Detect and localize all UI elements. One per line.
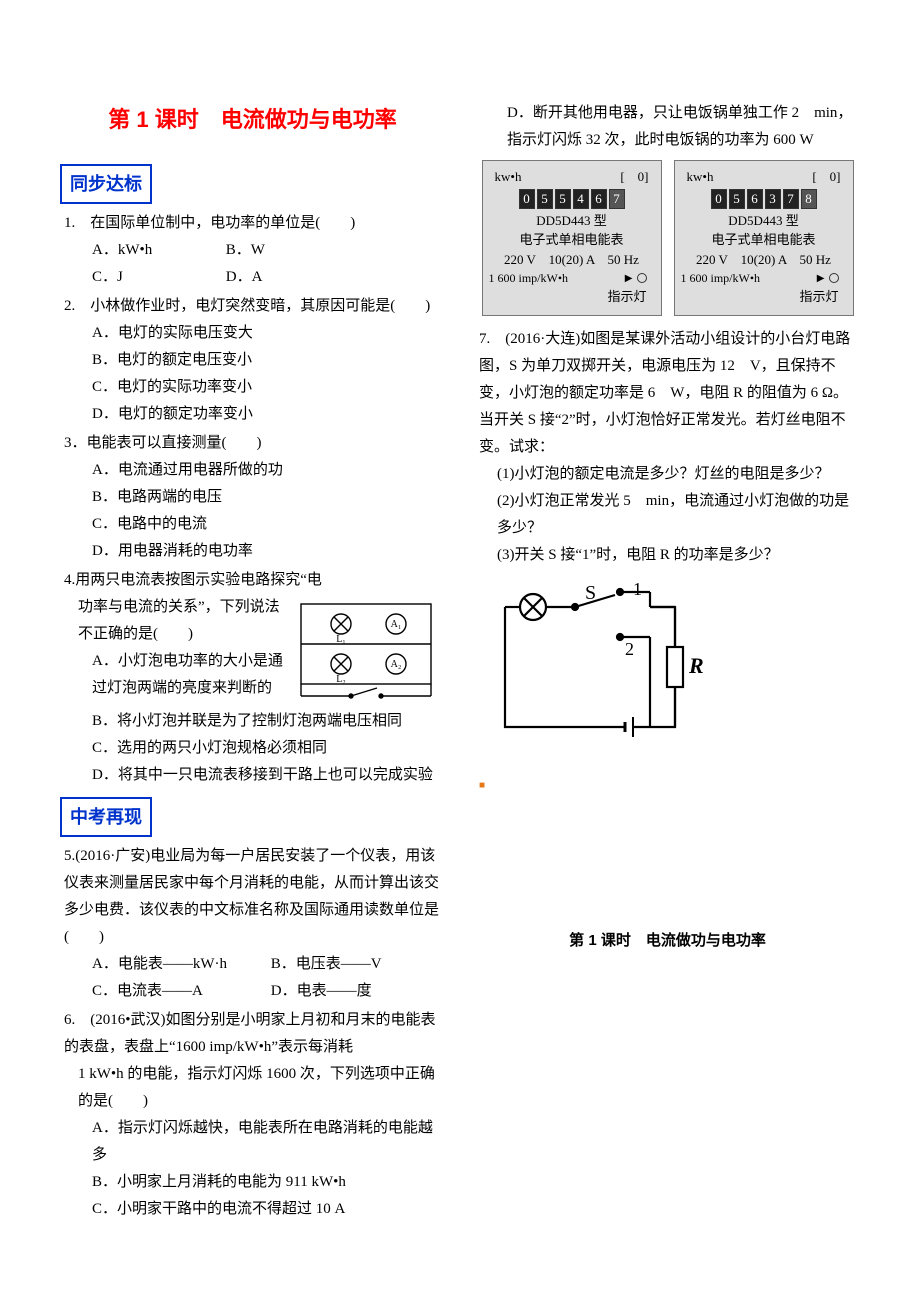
meter1-unit: kw•h (495, 167, 522, 187)
svg-text:A₁: A₁ (391, 619, 402, 630)
digit: 6 (747, 189, 763, 209)
svg-text:A₂: A₂ (391, 659, 402, 670)
answer-title: 第 1 课时 电流做功与电功率 (475, 927, 860, 954)
meter2-imp: 1 600 imp/kW•h (681, 269, 813, 287)
q1-optA: A．kW•h (92, 237, 222, 264)
digit: 4 (573, 189, 589, 209)
q4-optC: C．选用的两只小灯泡规格必须相同 (92, 735, 445, 762)
meter1-desc: 电子式单相电能表 (489, 230, 655, 250)
section-zk-label: 中考再现 (60, 797, 152, 837)
meter-2: kw•h[ 0] 0 5 6 3 7 8 DD5D443 型 电子式单相电能表 … (674, 160, 854, 316)
digit: 5 (555, 189, 571, 209)
meter1-spec: 220 V 10(20) A 50 Hz (489, 250, 655, 270)
q5-row2: C．电流表——A D．电表——度 (92, 978, 445, 1005)
meter1-led: 指示灯 (489, 287, 655, 307)
digit: 6 (591, 189, 607, 209)
digit: 5 (729, 189, 745, 209)
q5-row1: A．电能表——kW·h B．电压表——V (92, 951, 445, 978)
meter2-spec: 220 V 10(20) A 50 Hz (681, 250, 847, 270)
q1-row2: C．J D．A (92, 264, 445, 291)
digit: 7 (783, 189, 799, 209)
digit: 0 (519, 189, 535, 209)
q7-p1: (1)小灯泡的额定电流是多少？灯丝的电阻是多少？ (497, 461, 860, 488)
led-icon (637, 273, 647, 283)
meter-1: kw•h[ 0] 0 5 5 4 6 7 DD5D443 型 电子式单相电能表 … (482, 160, 662, 316)
q7: 7. (2016·大连)如图是某课外活动小组设计的小台灯电路图，S 为单刀双掷开… (479, 326, 860, 569)
q3-optA: A．电流通过用电器所做的功 (92, 457, 445, 484)
circuit-parallel-icon: L₁ A₁ L₂ A₂ (291, 596, 441, 706)
svg-text:L₁: L₁ (336, 634, 346, 645)
digit: 5 (537, 189, 553, 209)
q7-circuit-figure: S 1 2 R (475, 577, 860, 747)
label-S: S (585, 582, 596, 604)
q6-optA: A．指示灯闪烁越快，电能表所在电路消耗的电能越多 (92, 1115, 445, 1169)
meter2-unit: kw•h (687, 167, 714, 187)
q4-circuit-figure: L₁ A₁ L₂ A₂ (291, 596, 441, 706)
q2-optA: A．电灯的实际电压变大 (92, 320, 445, 347)
q4-stem1: 4.用两只电流表按图示实验电路探究“电 (64, 567, 445, 594)
label-2: 2 (625, 639, 634, 659)
q6-optD: D．断开其他用电器，只让电饭锅单独工作 2 min，指示灯闪烁 32 次，此时电… (507, 100, 860, 154)
arrow-icon: ▶ (817, 271, 825, 286)
svg-text:L₂: L₂ (336, 674, 346, 685)
q5-optB: B．电压表——V (271, 956, 382, 972)
meter-row: kw•h[ 0] 0 5 5 4 6 7 DD5D443 型 电子式单相电能表 … (475, 160, 860, 316)
q5-stem: 5.(2016·广安)电业局为每一户居民安装了一个仪表，用该仪表来测量居民家中每… (64, 843, 445, 951)
label-1: 1 (633, 579, 642, 599)
q3-optC: C．电路中的电流 (92, 511, 445, 538)
q1-optC: C．J (92, 264, 222, 291)
page-root: 第 1 课时 电流做功与电功率 同步达标 1. 在国际单位制中，电功率的单位是(… (0, 0, 920, 1302)
q4-stemwrap: L₁ A₁ L₂ A₂ 功率与电流的关系”，下列说法不正确的是( ) A．小灯泡… (64, 594, 445, 708)
meter2-led: 指示灯 (681, 287, 847, 307)
q4: 4.用两只电流表按图示实验电路探究“电 (64, 567, 445, 789)
q3-stem: 3．电能表可以直接测量( ) (64, 430, 445, 457)
q3-optD: D．用电器消耗的电功率 (92, 538, 445, 565)
meter2-digits: 0 5 6 3 7 8 (681, 189, 847, 209)
q5-optD: D．电表——度 (271, 983, 372, 999)
q2-optC: C．电灯的实际功率变小 (92, 374, 445, 401)
q2: 2. 小林做作业时，电灯突然变暗，其原因可能是( ) A．电灯的实际电压变大 B… (64, 293, 445, 428)
arrow-icon: ▶ (625, 271, 633, 286)
spacer (475, 795, 860, 915)
q2-optB: B．电灯的额定电压变小 (92, 347, 445, 374)
digit: 0 (711, 189, 727, 209)
circuit-spdt-icon: S 1 2 R (475, 577, 705, 747)
q3-optB: B．电路两端的电压 (92, 484, 445, 511)
q5: 5.(2016·广安)电业局为每一户居民安装了一个仪表，用该仪表来测量居民家中每… (64, 843, 445, 1005)
q6-optC: C．小明家干路中的电流不得超过 10 A (92, 1196, 445, 1223)
meter2-model: DD5D443 型 (681, 211, 847, 231)
q1-optD: D．A (226, 269, 263, 285)
digit: 3 (765, 189, 781, 209)
q7-p3: (3)开关 S 接“1”时，电阻 R 的功率是多少？ (497, 542, 860, 569)
meter1-imp: 1 600 imp/kW•h (489, 269, 621, 287)
dot-icon: ■ (479, 777, 860, 795)
q7-p2: (2)小灯泡正常发光 5 min，电流通过小灯泡做的功是多少？ (497, 488, 860, 542)
q1-stem: 1. 在国际单位制中，电功率的单位是( ) (64, 210, 445, 237)
label-R: R (688, 653, 704, 678)
section-sync-label: 同步达标 (60, 164, 152, 204)
q4-optB: B．将小灯泡并联是为了控制灯泡两端电压相同 (92, 708, 445, 735)
q6-optB: B．小明家上月消耗的电能为 911 kW•h (92, 1169, 445, 1196)
q5-optC: C．电流表——A (92, 978, 267, 1005)
q4-optD: D．将其中一只电流表移接到干路上也可以完成实验 (92, 762, 445, 789)
q6-stem2: 1 kW•h 的电能，指示灯闪烁 1600 次，下列选项中正确的是( ) (78, 1061, 445, 1115)
q2-optD: D．电灯的额定功率变小 (92, 401, 445, 428)
digit: 7 (609, 189, 625, 209)
q5-optA: A．电能表——kW·h (92, 951, 267, 978)
meter1-digits: 0 5 5 4 6 7 (489, 189, 655, 209)
q6-stem: 6. (2016•武汉)如图分别是小明家上月初和月末的电能表的表盘，表盘上“16… (64, 1007, 445, 1061)
meter2-br: [ 0] (812, 167, 840, 187)
q7-stem: 7. (2016·大连)如图是某课外活动小组设计的小台灯电路图，S 为单刀双掷开… (479, 326, 860, 461)
q2-stem: 2. 小林做作业时，电灯突然变暗，其原因可能是( ) (64, 293, 445, 320)
digit: 8 (801, 189, 817, 209)
q1-optB: B．W (226, 242, 265, 258)
q3: 3．电能表可以直接测量( ) A．电流通过用电器所做的功 B．电路两端的电压 C… (64, 430, 445, 565)
q1-row1: A．kW•h B．W (92, 237, 445, 264)
meter1-model: DD5D443 型 (489, 211, 655, 231)
lesson-title: 第 1 课时 电流做功与电功率 (60, 100, 445, 140)
meter2-desc: 电子式单相电能表 (681, 230, 847, 250)
meter1-br: [ 0] (620, 167, 648, 187)
q1: 1. 在国际单位制中，电功率的单位是( ) A．kW•h B．W C．J D．A (64, 210, 445, 291)
led-icon (829, 273, 839, 283)
